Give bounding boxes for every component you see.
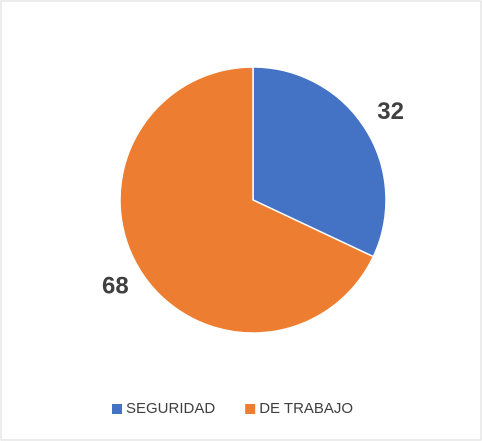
legend-label: SEGURIDAD bbox=[126, 400, 215, 417]
legend-swatch bbox=[112, 404, 122, 414]
data-label: 32 bbox=[377, 98, 404, 125]
pie-slice bbox=[119, 66, 375, 334]
legend-label: DE TRABAJO bbox=[259, 400, 353, 417]
pie-slice bbox=[252, 66, 387, 258]
legend-swatch bbox=[245, 404, 256, 414]
data-label: 68 bbox=[102, 273, 129, 300]
